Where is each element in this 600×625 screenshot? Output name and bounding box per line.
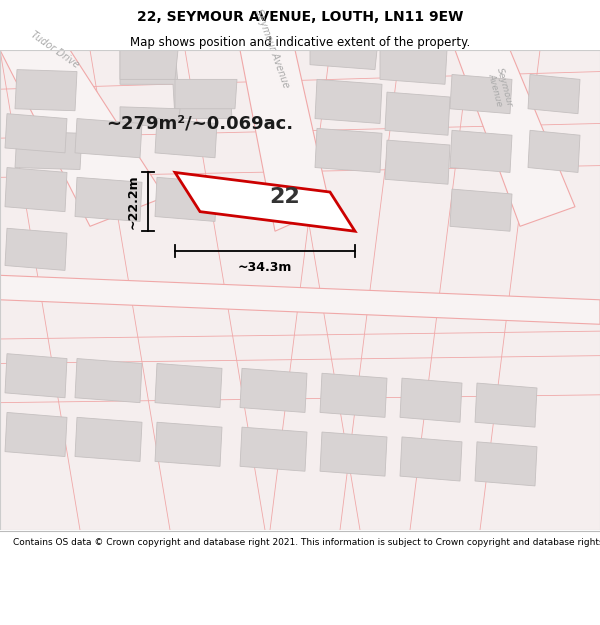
Polygon shape [5,228,67,271]
Polygon shape [155,364,222,408]
Polygon shape [155,119,217,158]
Text: ~34.3m: ~34.3m [238,261,292,274]
Polygon shape [455,50,575,226]
Text: Seymour Avenue: Seymour Avenue [253,8,291,89]
Polygon shape [75,359,142,403]
Polygon shape [15,69,77,111]
Polygon shape [528,74,580,114]
Polygon shape [450,189,512,231]
Polygon shape [450,131,512,173]
Polygon shape [5,412,67,456]
Polygon shape [315,79,382,124]
Polygon shape [320,432,387,476]
Polygon shape [385,140,450,184]
Polygon shape [5,114,67,153]
Text: 22, SEYMOUR AVENUE, LOUTH, LN11 9EW: 22, SEYMOUR AVENUE, LOUTH, LN11 9EW [137,10,463,24]
Polygon shape [155,177,217,221]
Polygon shape [175,173,355,231]
Polygon shape [400,437,462,481]
Polygon shape [240,368,307,413]
Polygon shape [385,92,450,135]
Text: Seymour
Avenue: Seymour Avenue [485,67,515,111]
Polygon shape [75,418,142,461]
Polygon shape [528,131,580,173]
Polygon shape [120,50,232,119]
Polygon shape [155,422,222,466]
Text: Contains OS data © Crown copyright and database right 2021. This information is : Contains OS data © Crown copyright and d… [13,538,600,547]
Text: 22: 22 [269,187,301,207]
Polygon shape [15,131,82,169]
Text: ~22.2m: ~22.2m [127,174,140,229]
Polygon shape [5,354,67,398]
Polygon shape [0,275,600,324]
Polygon shape [310,50,377,69]
Text: ~279m²/~0.069ac.: ~279m²/~0.069ac. [106,114,293,132]
Text: Tudor Drive: Tudor Drive [29,29,81,69]
Polygon shape [75,177,142,221]
Polygon shape [240,50,330,231]
Polygon shape [380,50,447,84]
Polygon shape [475,442,537,486]
Polygon shape [475,383,537,427]
Polygon shape [320,373,387,418]
Polygon shape [240,427,307,471]
Polygon shape [120,107,180,128]
Polygon shape [75,119,142,158]
Polygon shape [450,74,512,114]
Polygon shape [400,378,462,423]
Polygon shape [315,128,382,173]
Text: Map shows position and indicative extent of the property.: Map shows position and indicative extent… [130,36,470,49]
Polygon shape [0,50,165,226]
Polygon shape [120,50,178,79]
Polygon shape [5,168,67,212]
Polygon shape [175,79,237,109]
